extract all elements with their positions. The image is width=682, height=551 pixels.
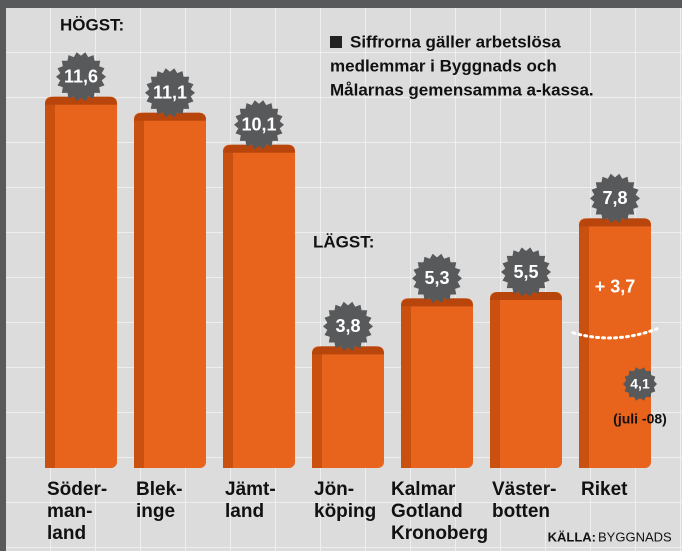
bar (579, 218, 651, 468)
value-label: 7,8 (602, 188, 627, 208)
category-label: man- (47, 501, 92, 522)
bar-top (490, 292, 562, 300)
value-label: 11,6 (64, 67, 98, 87)
category-label: Söder- (47, 479, 107, 500)
bar-top (134, 113, 206, 121)
bar (490, 292, 562, 468)
bar (134, 113, 206, 468)
category-label: Kronoberg (391, 523, 488, 544)
value-label: 3,8 (335, 316, 360, 336)
category-label: Riket (581, 479, 628, 500)
page: HÖGST: LÄGST: Siffrorna gäller arbetslös… (0, 0, 682, 551)
value-label: 10,1 (241, 115, 276, 135)
note-line: Siffrorna gäller arbetslösa (350, 32, 561, 51)
bar-side (312, 352, 322, 468)
category-label: Jön- (314, 479, 354, 500)
bar-top (579, 218, 651, 226)
bar (45, 97, 117, 468)
value-label: 5,3 (424, 268, 449, 288)
high-label: HÖGST: (60, 15, 124, 34)
note-bullet (330, 36, 342, 48)
low-label: LÄGST: (313, 232, 374, 251)
note-line: Målarnas gemensamma a-kassa. (330, 80, 594, 99)
bar-side (45, 103, 55, 468)
bar-top (401, 298, 473, 306)
category-label: inge (136, 501, 175, 522)
chart: HÖGST: LÄGST: Siffrorna gäller arbetslös… (0, 0, 682, 551)
bar-top (312, 346, 384, 354)
bar-side (579, 224, 589, 468)
bar-top (223, 145, 295, 153)
source: BYGGNADS (598, 529, 672, 544)
category-label: köping (314, 501, 376, 522)
july-note: (juli -08) (613, 411, 667, 427)
value-label: 5,5 (513, 262, 538, 282)
bar (223, 145, 295, 468)
category-label: Jämt- (225, 479, 276, 500)
note-line: medlemmar i Byggnads och (330, 56, 557, 75)
bar (312, 346, 384, 468)
bar (401, 298, 473, 468)
source-label: KÄLLA: (548, 529, 596, 544)
category-label: Kalmar (391, 479, 456, 500)
category-label: botten (492, 501, 550, 522)
category-label: land (225, 501, 264, 522)
category-label: Blek- (136, 479, 182, 500)
bar-side (490, 298, 500, 468)
category-label: Gotland (391, 501, 463, 522)
rise-label: + 3,7 (595, 276, 636, 296)
category-label: Väster- (492, 479, 556, 500)
bar-side (134, 119, 144, 468)
category-label: land (47, 523, 86, 544)
bar-top (45, 97, 117, 105)
value-label: 11,1 (153, 83, 187, 103)
bar-side (223, 151, 233, 468)
bar-side (401, 304, 411, 468)
july-label: 4,1 (630, 376, 650, 392)
